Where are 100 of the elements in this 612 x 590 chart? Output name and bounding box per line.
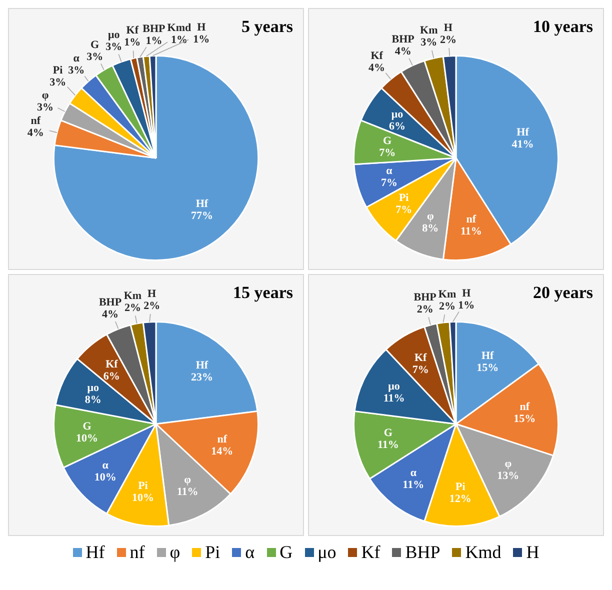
slice-label: nf <box>217 433 228 446</box>
slice-label: φ <box>504 458 512 470</box>
data-label: 4% <box>368 62 386 74</box>
data-label: 15% <box>514 412 536 425</box>
data-label: 3% <box>68 64 85 77</box>
data-label: 11% <box>383 392 405 404</box>
data-label: 10% <box>132 492 154 504</box>
slice-label: Kmd <box>167 22 192 34</box>
slice-label: Km <box>420 24 438 37</box>
slice-label: Hf <box>196 360 208 372</box>
legend-label: Pi <box>205 542 220 563</box>
data-label: 15% <box>476 362 499 374</box>
legend-label: G <box>280 542 293 563</box>
data-label: 11% <box>402 478 424 491</box>
slice-label: φ <box>42 89 49 102</box>
data-label: 11% <box>176 486 198 498</box>
slice-label: α <box>102 459 110 472</box>
data-label: 7% <box>380 177 398 190</box>
data-label: 3% <box>420 36 438 49</box>
data-label: 23% <box>190 372 213 384</box>
data-label: 1% <box>458 300 475 312</box>
data-label: 12% <box>449 493 472 506</box>
data-label: 8% <box>84 394 102 406</box>
slice-label: Kf <box>106 358 118 370</box>
slice-label: Pi <box>52 64 63 76</box>
slice-label: Km <box>124 290 142 302</box>
data-label: 11% <box>460 226 482 238</box>
slice-label: Pi <box>398 192 409 204</box>
slice-label: Kf <box>414 352 428 364</box>
data-label: 6% <box>389 120 406 133</box>
slice-label: Km <box>438 288 456 301</box>
slice-label: μo <box>388 380 400 392</box>
legend-label: μo <box>318 542 336 563</box>
slice-label: H <box>462 288 472 300</box>
slice-label: Pi <box>138 480 148 492</box>
data-label: 2% <box>124 302 141 314</box>
slice-label: BHP <box>142 23 166 36</box>
data-label: 4% <box>102 308 119 320</box>
slice-label: μo <box>391 108 404 121</box>
data-label: 41% <box>512 138 534 150</box>
slice-label: G <box>383 134 392 147</box>
data-label: 7% <box>379 146 396 159</box>
data-label: 4% <box>27 126 44 139</box>
slice-label: BHP <box>414 291 437 304</box>
data-label: 77% <box>190 210 213 222</box>
data-label: 7% <box>396 204 412 216</box>
slice-label: H <box>197 22 206 34</box>
data-label: 7% <box>412 364 429 376</box>
slice-label: BHP <box>98 296 122 308</box>
slice-label: μo <box>87 382 100 394</box>
data-label: 14% <box>211 445 234 458</box>
slice-label: G <box>384 427 393 440</box>
data-label: 1% <box>124 36 141 49</box>
slice-label: Kf <box>126 24 139 37</box>
data-label: 4% <box>394 45 412 58</box>
data-label: 2% <box>439 300 456 313</box>
data-label: 13% <box>497 470 520 482</box>
data-label: 2% <box>416 303 434 316</box>
slice-label: α <box>386 165 394 178</box>
legend-label: H <box>526 542 540 563</box>
slice-label: nf <box>466 214 476 226</box>
data-label: 1% <box>146 35 162 48</box>
legend-label: α <box>245 542 255 563</box>
legend-label: nf <box>130 542 145 563</box>
data-label: 11% <box>377 439 399 452</box>
slice-label: H <box>444 22 453 34</box>
legend-label: Kf <box>361 542 380 563</box>
slice-label: Pi <box>455 481 466 494</box>
slice-label: φ <box>426 210 434 222</box>
slice-label: Hf <box>516 126 530 138</box>
slice-label: Hf <box>196 198 208 210</box>
data-label: 3% <box>86 50 104 63</box>
legend-label: Kmd <box>465 542 502 563</box>
slice-label: φ <box>184 474 192 486</box>
data-label: 2% <box>440 34 456 46</box>
data-label: 2% <box>144 300 160 312</box>
chart-title: 20 years <box>533 283 593 303</box>
slice-label: G <box>82 420 92 433</box>
slice-label: G <box>90 38 100 51</box>
data-label: 6% <box>103 370 120 382</box>
chart-title: 10 years <box>533 17 593 37</box>
chart-title: 5 years <box>242 17 293 37</box>
slice-label: BHP <box>392 33 415 46</box>
data-label: 8% <box>422 222 439 234</box>
slice-label: μo <box>108 28 120 41</box>
slice-label: α <box>410 466 418 479</box>
data-label: 1% <box>193 34 210 46</box>
slice-label: Hf <box>481 350 494 362</box>
data-label: 1% <box>170 34 188 46</box>
data-label: 3% <box>37 101 54 114</box>
data-label: 3% <box>50 76 66 88</box>
data-label: 3% <box>106 40 122 53</box>
legend-label: Hf <box>86 542 105 563</box>
slice-label: α <box>73 52 80 65</box>
chart-title: 15 years <box>233 283 293 303</box>
legend-label: φ <box>170 542 180 563</box>
data-label: 10% <box>94 471 116 484</box>
data-label: 10% <box>76 432 98 445</box>
legend-label: BHP <box>405 542 440 563</box>
slice-label: Kf <box>370 50 384 62</box>
